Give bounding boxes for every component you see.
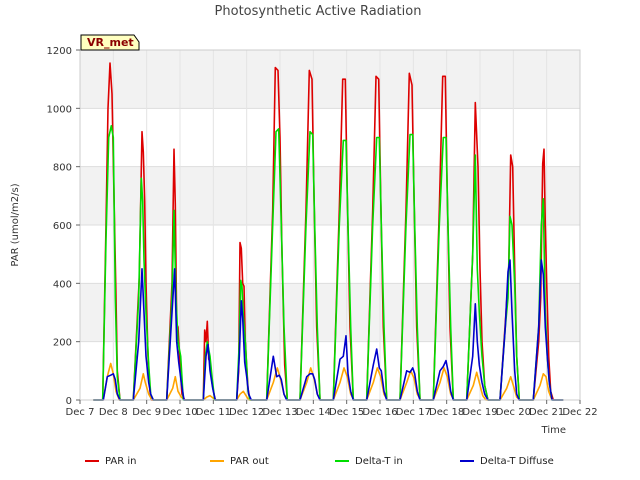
y-axis: 0 200 400 600 800 1000 1200 [47,46,80,407]
plot-background [80,50,580,400]
y-tick-label: 400 [53,279,72,290]
x-tick-label: Dec 12 [229,407,264,418]
x-tick-label: Dec 22 [562,407,597,418]
y-tick-label: 800 [53,163,72,174]
x-tick-label: Dec 13 [262,407,297,418]
y-tick-label: 200 [53,338,72,349]
x-tick-label: Dec 18 [429,407,464,418]
plot-band [80,283,580,342]
series-line-delta-t-diffuse [93,259,564,401]
legend-label: Delta-T Diffuse [480,456,554,467]
y-tick-label: 1200 [47,46,72,57]
y-tick-label: 1000 [47,104,72,115]
badge-box [80,34,140,51]
x-tick-label: Dec 21 [529,407,564,418]
x-tick-label: Dec 17 [396,407,431,418]
x-tick-label: Dec 20 [496,407,531,418]
x-tick-label: Dec 16 [362,407,397,418]
x-tick-label: Dec 19 [462,407,497,418]
x-tick-label: Dec 14 [296,407,331,418]
plot-band [80,108,580,167]
x-tick-label: Dec 11 [196,407,231,418]
plot-band [80,50,580,109]
badge-label: VR_met [87,36,134,49]
x-axis-title: Time [541,425,566,436]
station-badge: VR_met [80,34,140,51]
legend-label: Delta-T in [355,456,403,467]
x-tick-label: Dec 15 [329,407,364,418]
y-tick-label: 0 [66,396,72,407]
chart-title: Photosynthetic Active Radiation [215,4,422,19]
legend-label: PAR out [230,456,269,467]
x-tick-label: Dec 7 [66,407,95,418]
y-axis-title: PAR (umol/m2/s) [10,183,21,266]
x-tick-label: Dec 10 [162,407,197,418]
legend: PAR in PAR out Delta-T in Delta-T Diffuse [85,456,554,467]
x-tick-label: Dec 9 [132,407,161,418]
plot-band [80,341,580,400]
plot-band [80,166,580,225]
x-tick-label: Dec 8 [99,407,128,418]
y-tick-label: 600 [53,221,72,232]
legend-label: PAR in [105,456,136,467]
plot-band [80,225,580,284]
